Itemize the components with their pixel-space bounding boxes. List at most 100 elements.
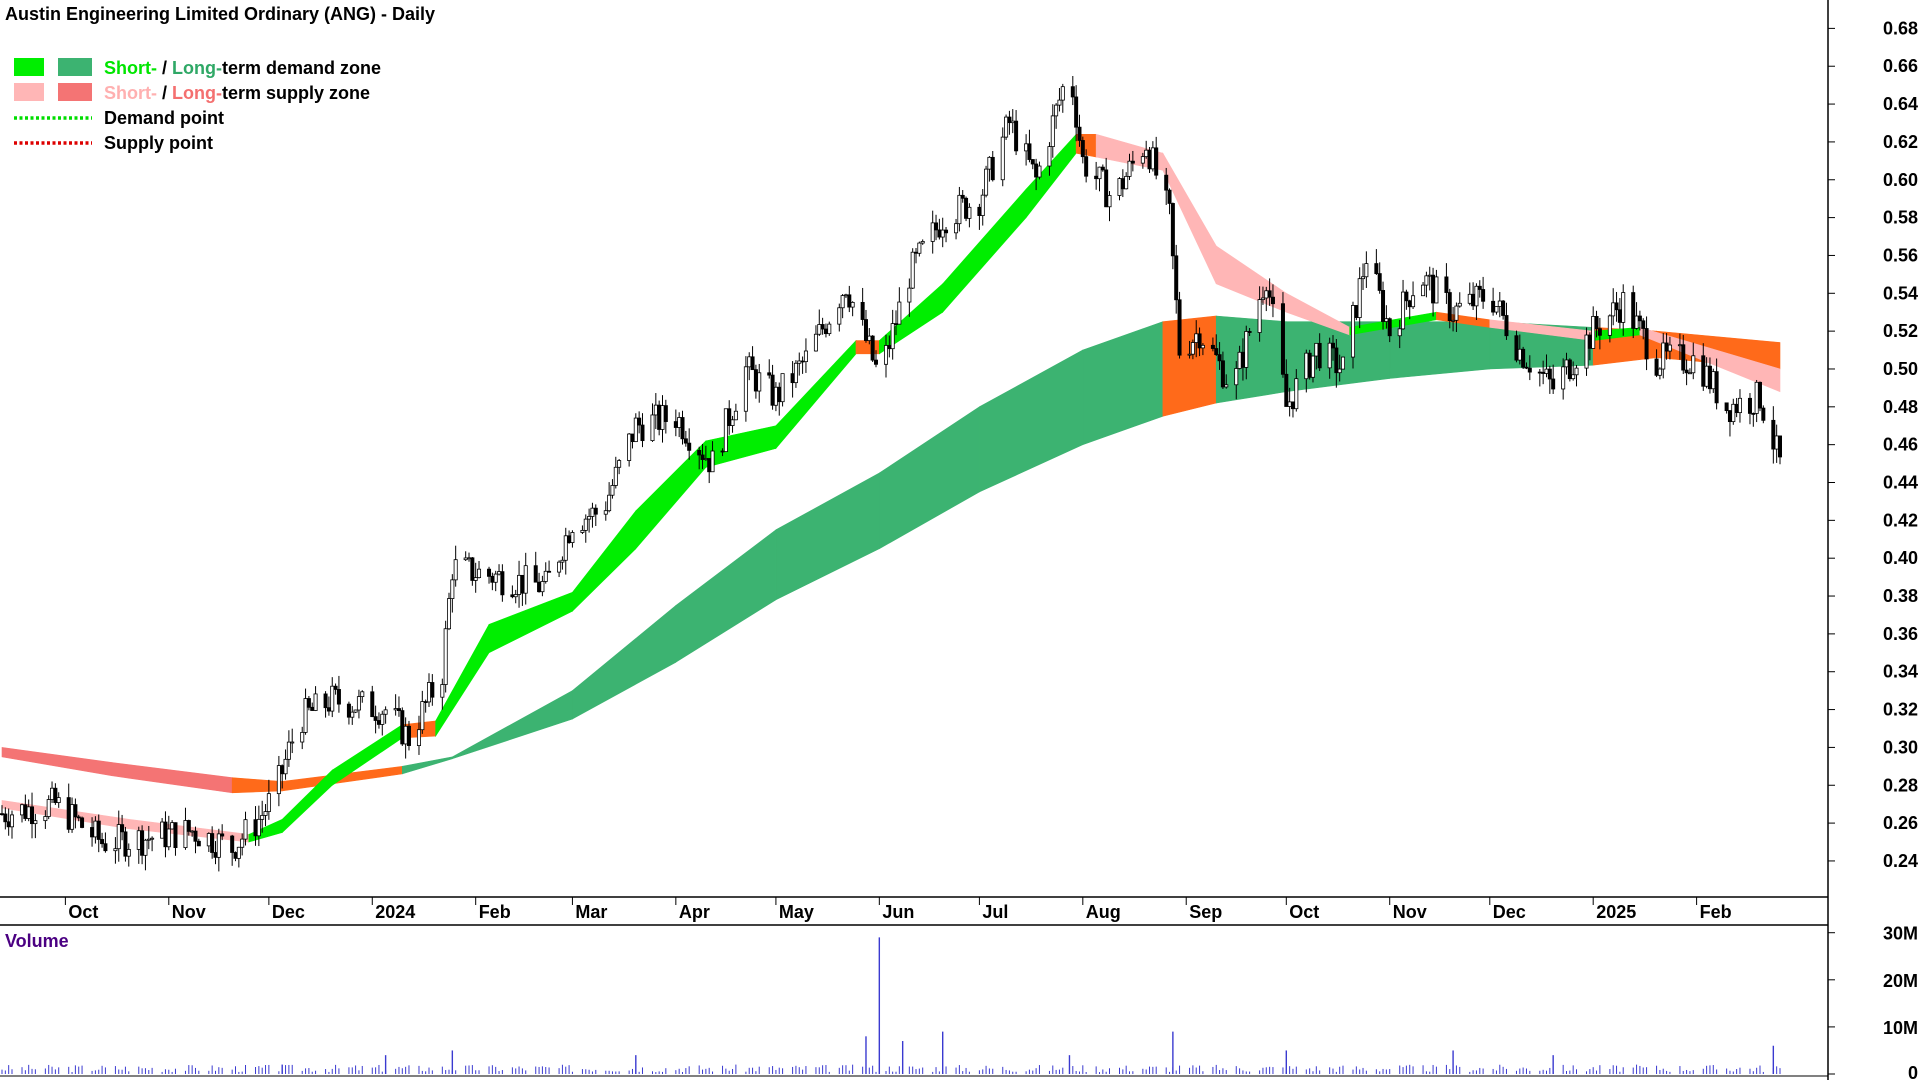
- price-bar-body: [1567, 359, 1572, 380]
- price-bar-body: [230, 835, 235, 853]
- price-bar-body: [213, 852, 218, 858]
- price-bar-body: [416, 729, 421, 746]
- price-bar-body: [1584, 334, 1589, 369]
- price-bar-body: [910, 251, 915, 289]
- price-bar-body: [1187, 353, 1192, 356]
- x-tick-label: Mar: [575, 902, 607, 922]
- price-bar-body: [977, 206, 982, 216]
- price-bar-body: [747, 356, 752, 368]
- price-bar-body: [80, 817, 85, 828]
- price-bar-body: [1494, 306, 1499, 313]
- price-bar-body: [30, 806, 35, 825]
- y-tick-label: 0.36: [1883, 624, 1918, 644]
- price-bar-body: [1724, 402, 1729, 412]
- price-bar-body: [847, 294, 852, 308]
- price-bar-body: [840, 295, 845, 309]
- price-bar-body: [917, 242, 922, 254]
- price-bar-body: [980, 194, 985, 216]
- legend-label: Short- / Long-term supply zone: [104, 83, 370, 103]
- price-bar-body: [1144, 149, 1149, 158]
- price-bar-body: [863, 319, 868, 341]
- price-bar-body: [727, 408, 732, 426]
- price-bar-body: [1501, 300, 1506, 316]
- y-tick-label: 0.54: [1883, 283, 1918, 303]
- price-bar-body: [1050, 115, 1055, 147]
- price-bar-body: [76, 816, 81, 819]
- price-bar-body: [143, 839, 148, 856]
- price-bar-body: [897, 301, 902, 325]
- legend-label-part: Demand point: [104, 108, 224, 128]
- price-bar-body: [1194, 333, 1199, 343]
- volume-bars: [1, 937, 1781, 1074]
- price-bar-body: [216, 833, 221, 858]
- price-bar-body: [650, 414, 655, 442]
- price-bar-body: [123, 831, 128, 857]
- price-bar-body: [1100, 166, 1105, 171]
- price-bar-body: [1290, 401, 1295, 410]
- price-bar-body: [46, 799, 51, 817]
- legend-swatch-long: [58, 58, 92, 76]
- price-bar-body: [1351, 305, 1356, 358]
- price-bar-body: [1330, 342, 1335, 349]
- price-bar-body: [630, 433, 635, 443]
- price-bar-body: [513, 594, 518, 598]
- price-bar-body: [0, 813, 4, 816]
- price-bar-body: [1564, 359, 1569, 368]
- y-tick-label: 0.60: [1883, 170, 1918, 190]
- price-bar-body: [470, 557, 475, 581]
- price-bar-body: [850, 301, 855, 308]
- y-tick-label: 0.34: [1883, 662, 1918, 682]
- price-bar-body: [1167, 189, 1172, 204]
- price-bar-body: [1220, 360, 1225, 388]
- price-bar-body: [346, 703, 351, 718]
- price-bar-body: [1547, 368, 1552, 380]
- price-bar-body: [1757, 381, 1762, 409]
- price-bar-body: [1481, 289, 1486, 302]
- price-bar-body: [1401, 291, 1406, 330]
- price-bar-body: [403, 725, 408, 745]
- price-bar-body: [510, 594, 515, 598]
- price-bar-body: [990, 156, 995, 181]
- price-bar-body: [1007, 116, 1012, 124]
- price-bar-body: [1731, 403, 1736, 423]
- price-bar-body: [1667, 344, 1672, 352]
- price-bar-body: [1237, 351, 1242, 369]
- price-bar-body: [1491, 300, 1496, 313]
- price-bar-body: [1714, 371, 1719, 404]
- long-zone-segment-neutral: [1162, 315, 1217, 417]
- price-bar-body: [730, 419, 735, 426]
- price-bar-body: [1084, 156, 1089, 177]
- price-bar-body: [543, 570, 548, 582]
- price-bar-body: [640, 424, 645, 442]
- price-bars: [0, 76, 1783, 872]
- price-bar-body: [1561, 366, 1566, 390]
- price-bar-body: [1637, 315, 1642, 322]
- price-bar-body: [677, 417, 682, 428]
- price-bar-body: [1267, 290, 1272, 298]
- price-bar-body: [770, 374, 775, 406]
- price-bar-body: [523, 565, 528, 594]
- price-bar-body: [1504, 315, 1509, 337]
- price-bar-body: [700, 454, 705, 460]
- price-bar-body: [517, 574, 522, 595]
- legend-label: Demand point: [104, 108, 224, 128]
- legend-label-part: /: [157, 58, 172, 78]
- price-bar-body: [370, 691, 375, 718]
- price-bar-body: [333, 685, 338, 690]
- price-bar-body: [1591, 316, 1596, 349]
- price-bar-body: [1240, 351, 1245, 368]
- price-bar-body: [610, 485, 615, 496]
- price-bar-body: [1587, 334, 1592, 349]
- price-bar-body: [487, 568, 492, 577]
- price-bar-body: [1551, 378, 1556, 390]
- price-bar-body: [617, 460, 622, 468]
- price-bar-body: [290, 741, 295, 744]
- price-bar-body: [1314, 342, 1319, 357]
- price-bar-body: [1337, 368, 1342, 374]
- volume-tick-label: 0: [1908, 1063, 1918, 1080]
- price-bar-body: [286, 741, 291, 760]
- price-bar-body: [1657, 368, 1662, 376]
- price-bar-body: [1397, 328, 1402, 337]
- price-bar-body: [563, 535, 568, 561]
- price-bar-body: [1357, 278, 1362, 318]
